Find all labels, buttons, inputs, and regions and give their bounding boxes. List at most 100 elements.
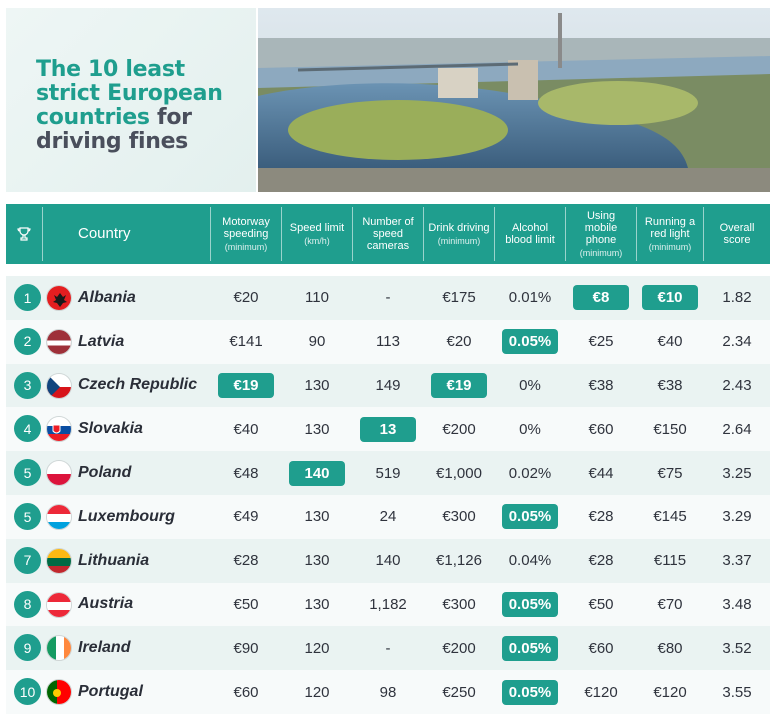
country-name: Lithuania xyxy=(78,551,150,569)
table-cell: €28 xyxy=(566,495,636,539)
cell-value: 1.82 xyxy=(722,289,752,307)
cell-value: €44 xyxy=(588,464,614,482)
lithuania-flag-icon xyxy=(46,547,72,574)
table-cell: €90 xyxy=(211,626,281,670)
header-alcohol-limit: Alcohol blood limit xyxy=(505,222,555,246)
table-row: 10 Portugal €60 120 98 €250 0.05% €120 €120 3.55 xyxy=(6,670,770,714)
cell-value: €250 xyxy=(442,683,476,701)
cell-value: 3.52 xyxy=(722,639,752,657)
table-row: 4 Slovakia €40 130 13 €200 0% €60 €150 2.64 xyxy=(6,407,770,452)
title-panel: The 10 least strict European countries f… xyxy=(6,8,256,192)
slovakia-flag-icon xyxy=(46,416,72,443)
table-cell: €120 xyxy=(637,670,703,714)
table-cell: €300 xyxy=(424,583,494,627)
table-row: 5 Luxembourg €49 130 24 €300 0.05% €28 €145 3.29 xyxy=(6,495,770,539)
table-cell: €28 xyxy=(211,539,281,583)
table-cell: 3.55 xyxy=(704,670,770,714)
cell-value: 120 xyxy=(304,639,330,657)
table-cell: €20 xyxy=(424,320,494,364)
cell-value: €300 xyxy=(442,595,476,613)
table-cell: €38 xyxy=(637,364,703,408)
table-cell: €300 xyxy=(424,495,494,539)
table-cell: €25 xyxy=(566,320,636,364)
page-title: The 10 least strict European countries f… xyxy=(36,58,256,154)
cell-value: 3.37 xyxy=(722,552,752,570)
cell-value: €150 xyxy=(653,420,687,438)
cell-value: 0.04% xyxy=(508,552,552,570)
header-drink-driving: Drink driving (minimum) xyxy=(428,221,490,246)
cell-value: 2.64 xyxy=(722,420,752,438)
cell-value: 0.05% xyxy=(502,591,558,617)
table-cell: €48 xyxy=(211,451,281,495)
rank-badge: 1 xyxy=(14,284,41,311)
table-cell: 0.04% xyxy=(495,539,565,583)
table-cell: €60 xyxy=(211,670,281,714)
czech-flag-icon xyxy=(46,372,72,399)
cell-value: €28 xyxy=(588,508,614,526)
cell-value: 140 xyxy=(289,460,345,486)
rank-badge: 5 xyxy=(14,459,41,487)
table-cell: €40 xyxy=(211,407,281,451)
austria-flag-icon xyxy=(46,591,72,618)
table-cell: 120 xyxy=(282,670,352,714)
table-cell: 3.52 xyxy=(704,626,770,670)
rank-badge: 5 xyxy=(14,503,41,530)
title-line-3a: countries xyxy=(36,105,150,130)
cell-value: €120 xyxy=(653,683,687,701)
cell-value: 519 xyxy=(375,464,401,482)
table-cell: 3.48 xyxy=(704,583,770,627)
cell-value: - xyxy=(385,289,391,307)
table-cell: €70 xyxy=(637,583,703,627)
header-motorway-speeding: Motorway speeding (minimum) xyxy=(222,215,270,252)
table-cell: 2.43 xyxy=(704,364,770,408)
table-cell: 130 xyxy=(282,364,352,408)
cell-value: €60 xyxy=(588,420,614,438)
country-name: Slovakia xyxy=(78,420,143,438)
table-cell: €49 xyxy=(211,495,281,539)
cell-value: €60 xyxy=(233,683,259,701)
table-cell: 1.82 xyxy=(704,276,770,320)
rank-badge: 10 xyxy=(14,678,41,706)
table-cell: 130 xyxy=(282,539,352,583)
table-row: 5 Poland €48 140 519 €1,000 0.02% €44 €75 3.25 xyxy=(6,451,770,495)
table-cell: €60 xyxy=(566,626,636,670)
table-cell: 120 xyxy=(282,626,352,670)
cell-value: €10 xyxy=(642,285,698,311)
cell-value: €28 xyxy=(588,552,614,570)
cell-value: €50 xyxy=(233,595,259,613)
cell-value: 0.02% xyxy=(508,464,552,482)
cell-value: - xyxy=(385,639,391,657)
poland-flag-icon xyxy=(46,460,72,487)
table-cell: €60 xyxy=(566,407,636,451)
table-cell: 3.25 xyxy=(704,451,770,495)
cell-value: 0.05% xyxy=(502,504,558,530)
header-speed-cameras: Number of speed cameras xyxy=(362,216,414,252)
cell-value: 1,182 xyxy=(369,595,407,613)
table-cell: €10 xyxy=(637,276,703,320)
cell-value: €300 xyxy=(442,508,476,526)
cell-value: €49 xyxy=(233,508,259,526)
table-row: 1 Albania €20 110 - €175 0.01% €8 €10 1.82 xyxy=(6,276,770,320)
table-cell: €145 xyxy=(637,495,703,539)
cell-value: €90 xyxy=(233,639,259,657)
table-cell: €1,000 xyxy=(424,451,494,495)
ireland-flag-icon xyxy=(46,635,72,662)
table-cell: 110 xyxy=(282,276,352,320)
country-name: Ireland xyxy=(78,639,131,657)
country-name: Albania xyxy=(78,288,136,306)
cell-value: €120 xyxy=(584,683,618,701)
country-name: Austria xyxy=(78,595,134,613)
cell-value: €70 xyxy=(657,595,683,613)
table-cell: €120 xyxy=(566,670,636,714)
cell-value: 140 xyxy=(375,552,401,570)
cell-value: €40 xyxy=(657,333,683,351)
cell-value: 98 xyxy=(379,683,397,701)
rank-badge: 2 xyxy=(14,327,41,355)
cell-value: €8 xyxy=(573,285,629,311)
table-cell: €44 xyxy=(566,451,636,495)
cell-value: 0% xyxy=(519,420,541,438)
table-cell: €80 xyxy=(637,626,703,670)
table-cell: 24 xyxy=(353,495,423,539)
rank-badge: 9 xyxy=(14,634,41,662)
cell-value: €48 xyxy=(233,464,259,482)
